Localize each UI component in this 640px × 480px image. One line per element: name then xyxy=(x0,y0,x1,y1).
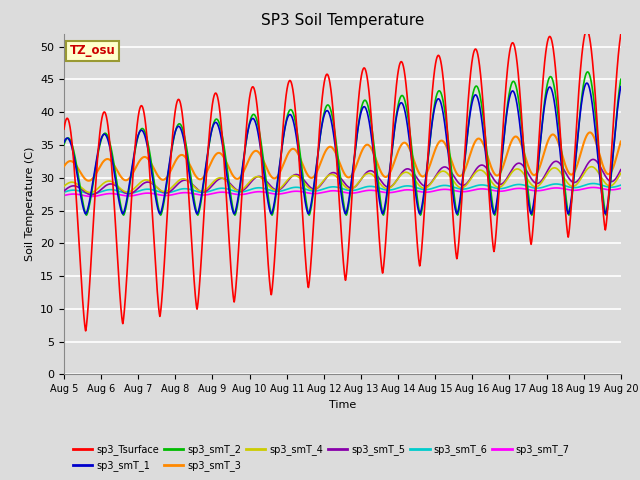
Legend: sp3_Tsurface, sp3_smT_1, sp3_smT_2, sp3_smT_3, sp3_smT_4, sp3_smT_5, sp3_smT_6, : sp3_Tsurface, sp3_smT_1, sp3_smT_2, sp3_… xyxy=(69,441,573,475)
Text: TZ_osu: TZ_osu xyxy=(70,44,115,57)
Y-axis label: Soil Temperature (C): Soil Temperature (C) xyxy=(24,147,35,261)
Title: SP3 Soil Temperature: SP3 Soil Temperature xyxy=(260,13,424,28)
X-axis label: Time: Time xyxy=(329,400,356,409)
